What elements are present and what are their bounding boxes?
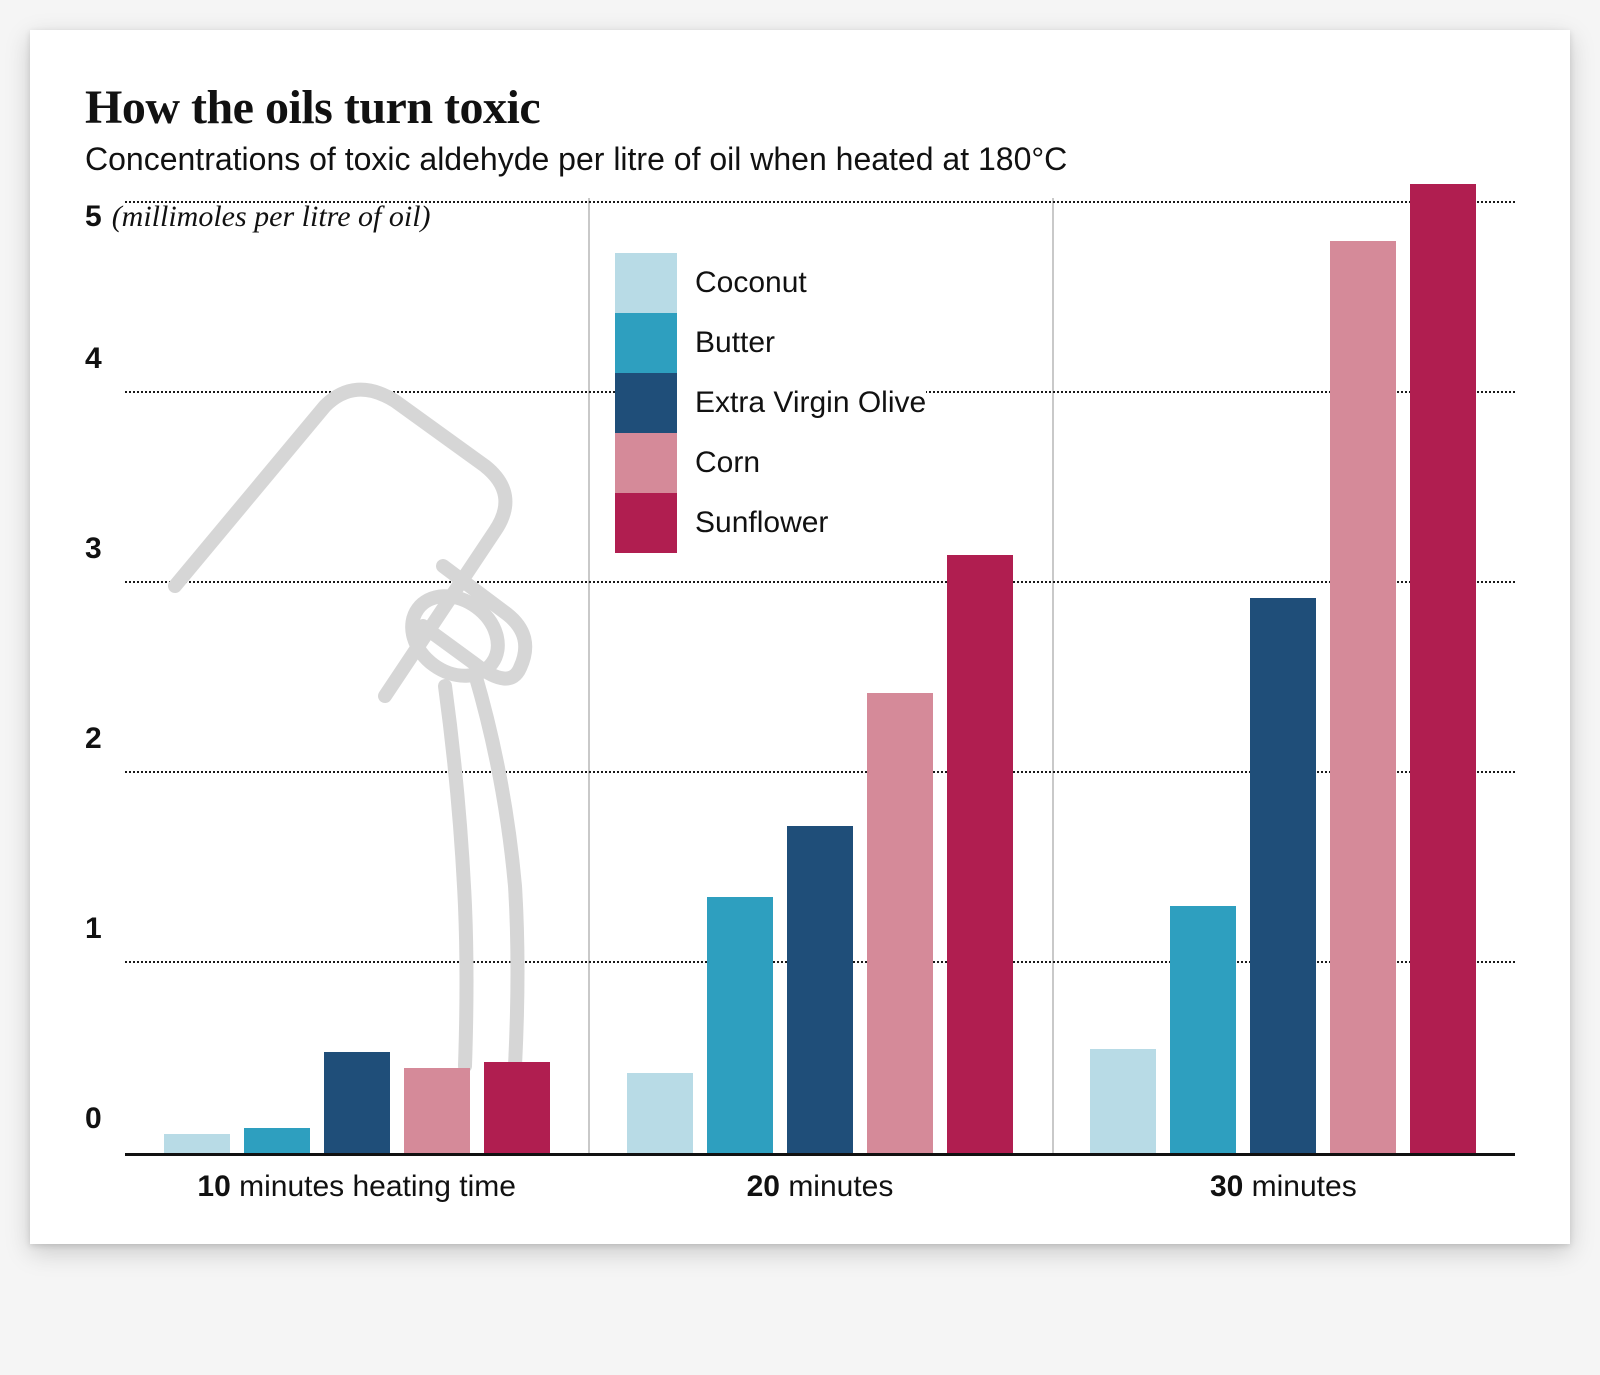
bar: [244, 1128, 310, 1153]
legend-swatch: [615, 253, 677, 313]
legend-label: Sunflower: [695, 506, 828, 540]
chart-subtitle: Concentrations of toxic aldehyde per lit…: [85, 141, 1515, 178]
bar: [404, 1068, 470, 1154]
chart-area: 5 (millimoles per litre of oil) CoconutB…: [85, 206, 1515, 1204]
x-axis-label: 10 minutes heating time: [125, 1170, 588, 1204]
legend: Coconut Butter Extra Virgin Olive Corn Sunfl…: [615, 251, 926, 555]
legend-swatch: [615, 433, 677, 493]
legend-swatch: [615, 313, 677, 373]
x-axis-labels: 10 minutes heating time20 minutes30 minu…: [125, 1170, 1515, 1204]
y-tick-max: 5: [85, 200, 102, 234]
legend-label: Butter: [695, 326, 775, 360]
legend-swatch: [615, 493, 677, 553]
legend-item: Butter: [615, 313, 926, 373]
bar: [484, 1062, 550, 1153]
legend-label: Extra Virgin Olive: [695, 386, 926, 420]
gridline: [125, 581, 1515, 583]
bar: [947, 555, 1013, 1154]
y-tick: 0: [85, 1102, 115, 1136]
y-tick: 3: [85, 532, 115, 566]
bar: [1410, 184, 1476, 1153]
bar-group: [1052, 206, 1515, 1153]
bar: [164, 1134, 230, 1153]
bar-group: [125, 206, 588, 1153]
bar: [1170, 906, 1236, 1153]
bar: [1250, 598, 1316, 1153]
plot-region: Coconut Butter Extra Virgin Olive Corn Sunfl…: [125, 206, 1515, 1156]
bar: [324, 1052, 390, 1153]
legend-label: Corn: [695, 446, 760, 480]
legend-item: Extra Virgin Olive: [615, 373, 926, 433]
legend-item: Coconut: [615, 253, 926, 313]
x-axis-label: 30 minutes: [1052, 1170, 1515, 1204]
chart-card: How the oils turn toxic Concentrations o…: [30, 30, 1570, 1244]
bar: [867, 693, 933, 1153]
y-tick: 4: [85, 342, 115, 376]
bar: [627, 1073, 693, 1153]
bar: [1090, 1049, 1156, 1154]
chart-title: How the oils turn toxic: [85, 80, 1515, 135]
gridline: [125, 201, 1515, 203]
y-tick: 2: [85, 722, 115, 756]
legend-item: Corn: [615, 433, 926, 493]
x-axis-label: 20 minutes: [588, 1170, 1051, 1204]
bar: [707, 897, 773, 1154]
bar: [787, 826, 853, 1153]
legend-swatch: [615, 373, 677, 433]
bar: [1330, 241, 1396, 1153]
y-tick: 1: [85, 912, 115, 946]
legend-item: Sunflower: [615, 493, 926, 553]
legend-label: Coconut: [695, 266, 807, 300]
